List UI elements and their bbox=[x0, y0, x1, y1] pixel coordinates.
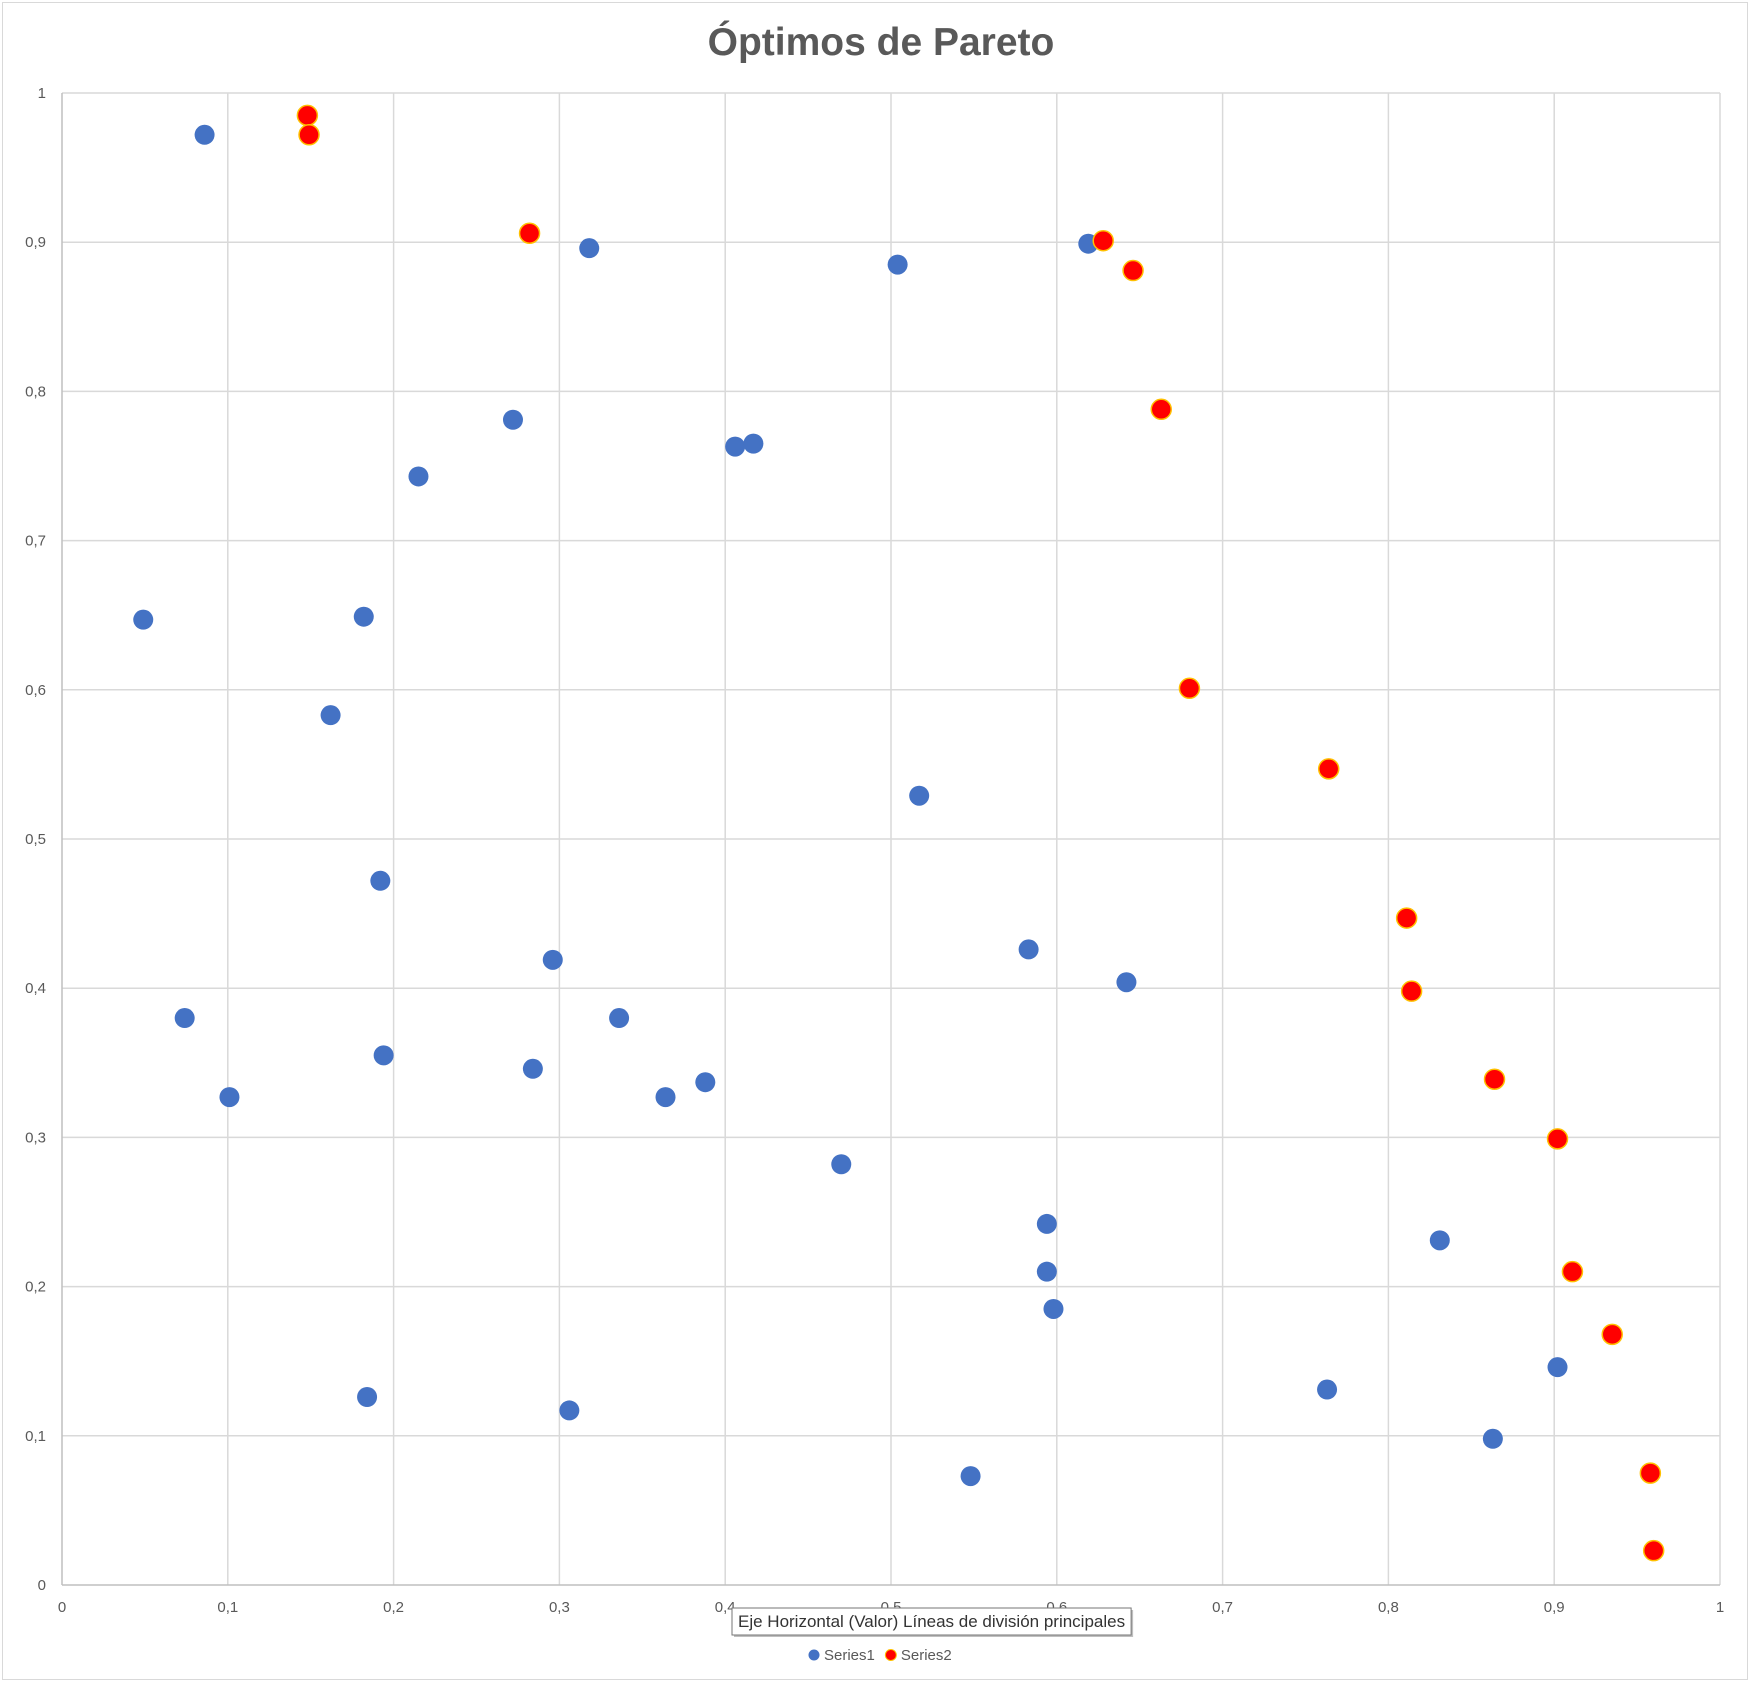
data-point[interactable] bbox=[1116, 972, 1137, 993]
axes bbox=[61, 93, 1720, 1586]
y-tick-label: 0,6 bbox=[25, 682, 46, 699]
x-tick-label: 0,1 bbox=[217, 1599, 238, 1616]
data-point[interactable] bbox=[298, 124, 320, 146]
scatter-chart: Óptimos de Pareto 0 0,1 0,2 0,3 0,4 0,5 0,6 0,7… bbox=[25, 20, 1724, 1664]
legend: Series1 Series2 bbox=[808, 1647, 952, 1664]
data-point[interactable] bbox=[522, 1058, 543, 1079]
data-point[interactable] bbox=[542, 949, 563, 970]
data-point[interactable] bbox=[1561, 1260, 1584, 1283]
y-tick-label: 0,2 bbox=[25, 1279, 46, 1296]
data-point[interactable] bbox=[1178, 677, 1201, 700]
data-points bbox=[133, 104, 1665, 1562]
data-point[interactable] bbox=[357, 1387, 378, 1408]
x-tick-label: 0,9 bbox=[1544, 1599, 1565, 1616]
data-point[interactable] bbox=[1122, 259, 1144, 282]
data-point[interactable] bbox=[518, 222, 541, 244]
data-point[interactable] bbox=[1429, 1230, 1450, 1251]
data-point[interactable] bbox=[174, 1008, 195, 1029]
data-point[interactable] bbox=[1482, 1428, 1503, 1449]
data-point[interactable] bbox=[219, 1087, 240, 1108]
grid-lines bbox=[62, 92, 1721, 1585]
y-tick-label: 0,3 bbox=[25, 1129, 46, 1146]
data-point[interactable] bbox=[1092, 229, 1114, 252]
data-point[interactable] bbox=[1547, 1357, 1568, 1378]
y-tick-label: 0,8 bbox=[25, 383, 46, 400]
data-point[interactable] bbox=[1317, 758, 1340, 780]
data-point[interactable] bbox=[408, 466, 429, 487]
data-point[interactable] bbox=[1043, 1298, 1064, 1319]
data-point[interactable] bbox=[960, 1466, 981, 1487]
data-point[interactable] bbox=[373, 1045, 394, 1066]
data-point[interactable] bbox=[1395, 907, 1418, 929]
data-point[interactable] bbox=[695, 1072, 716, 1093]
data-point[interactable] bbox=[1036, 1261, 1057, 1282]
x-tick-label: 0 bbox=[58, 1599, 66, 1616]
data-point[interactable] bbox=[1036, 1213, 1057, 1234]
data-point[interactable] bbox=[1150, 398, 1173, 421]
x-tick-label: 0,3 bbox=[549, 1599, 570, 1616]
legend-label: Series2 bbox=[901, 1647, 952, 1664]
data-point[interactable] bbox=[194, 124, 215, 145]
data-point[interactable] bbox=[1546, 1128, 1569, 1150]
data-point[interactable] bbox=[133, 609, 154, 630]
data-point[interactable] bbox=[609, 1008, 630, 1029]
data-point[interactable] bbox=[725, 436, 746, 457]
chart-title: Óptimos de Pareto bbox=[708, 20, 1055, 64]
data-point[interactable] bbox=[1400, 980, 1423, 1002]
y-tick-label: 0,5 bbox=[25, 831, 46, 848]
data-point[interactable] bbox=[320, 705, 341, 726]
legend-item-series1[interactable]: Series1 bbox=[808, 1647, 875, 1664]
x-tick-label: 0,4 bbox=[715, 1599, 736, 1616]
series-2 bbox=[296, 104, 1665, 1562]
y-tick-label: 0 bbox=[38, 1577, 46, 1594]
tooltip: Eje Horizontal (Valor) Líneas de divisió… bbox=[731, 1607, 1134, 1637]
legend-item-series2[interactable]: Series2 bbox=[884, 1647, 952, 1664]
legend-label: Series1 bbox=[824, 1647, 875, 1664]
data-point[interactable] bbox=[1639, 1462, 1662, 1484]
data-point[interactable] bbox=[1601, 1323, 1623, 1346]
data-point[interactable] bbox=[1483, 1068, 1506, 1090]
legend-marker bbox=[884, 1649, 897, 1661]
y-tick-label: 0,9 bbox=[25, 234, 46, 251]
legend-marker bbox=[808, 1649, 820, 1661]
x-tick-label: 0,7 bbox=[1212, 1599, 1233, 1616]
data-point[interactable] bbox=[655, 1087, 676, 1108]
data-point[interactable] bbox=[1642, 1539, 1665, 1562]
x-tick-label: 0,2 bbox=[383, 1599, 404, 1616]
x-tick-label: 1 bbox=[1716, 1599, 1724, 1616]
data-point[interactable] bbox=[559, 1400, 580, 1421]
data-point[interactable] bbox=[909, 785, 930, 806]
data-point[interactable] bbox=[831, 1154, 852, 1175]
y-tick-label: 1 bbox=[38, 85, 46, 102]
data-point[interactable] bbox=[502, 409, 523, 430]
data-point[interactable] bbox=[887, 254, 908, 275]
data-point[interactable] bbox=[296, 104, 319, 127]
tick-labels: 0 0,1 0,2 0,3 0,4 0,5 0,6 0,7 0,8 0,9 1 0 0,1 0,2 0,3 0… bbox=[25, 85, 1724, 1616]
tooltip-box bbox=[731, 1607, 1132, 1636]
series-1 bbox=[133, 124, 1568, 1487]
data-point[interactable] bbox=[353, 606, 374, 627]
data-point[interactable] bbox=[579, 238, 600, 259]
y-tick-label: 0,7 bbox=[25, 533, 46, 550]
y-tick-label: 0,4 bbox=[25, 980, 46, 997]
data-point[interactable] bbox=[370, 870, 391, 891]
data-point[interactable] bbox=[1018, 939, 1039, 960]
x-tick-label: 0,8 bbox=[1378, 1599, 1399, 1616]
data-point[interactable] bbox=[743, 433, 764, 454]
tooltip-text: Eje Horizontal (Valor) Líneas de divisió… bbox=[738, 1612, 1125, 1631]
y-tick-label: 0,1 bbox=[25, 1428, 46, 1445]
data-point[interactable] bbox=[1317, 1379, 1338, 1400]
